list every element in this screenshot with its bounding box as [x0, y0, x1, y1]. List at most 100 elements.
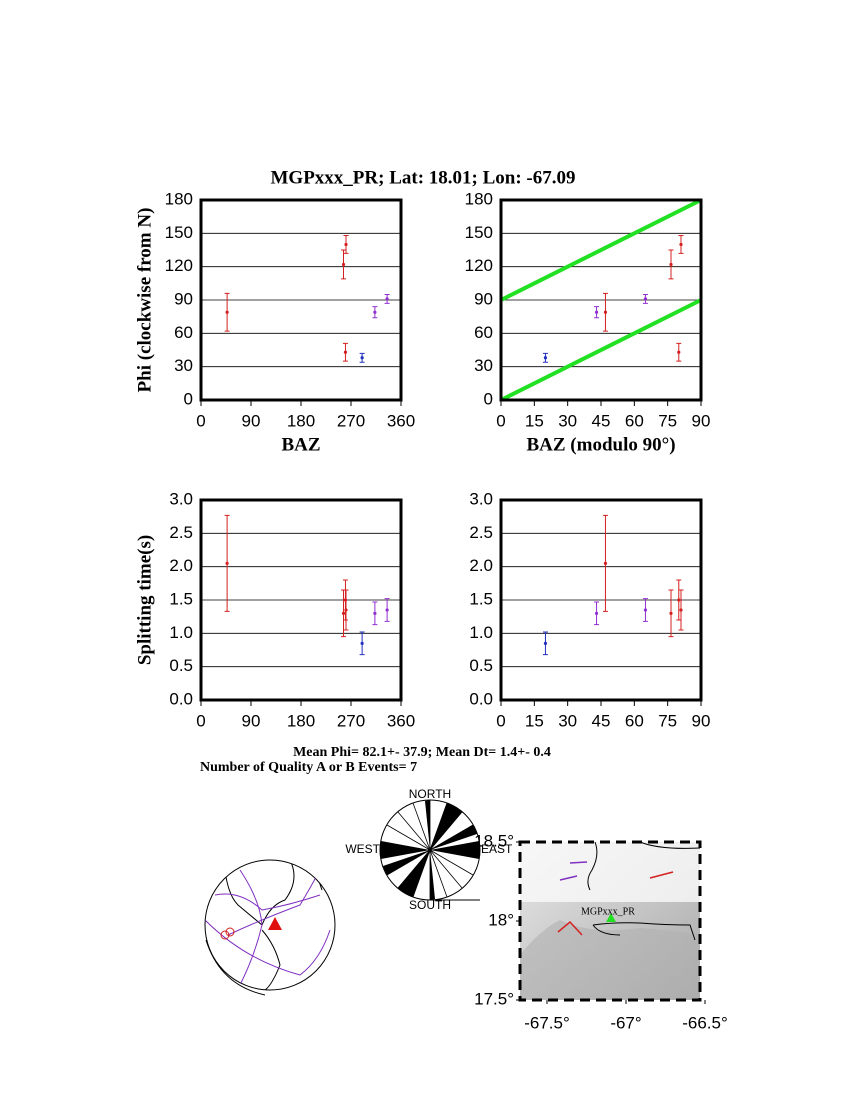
data-point	[341, 611, 346, 615]
data-point	[679, 242, 683, 247]
plot-frame	[199, 198, 403, 402]
x-tick-label: 90	[242, 711, 261, 730]
map: MGPxxx_PR	[518, 840, 702, 1002]
rose-diagram: NORTH SOUTH WEST EAST	[345, 787, 513, 912]
plot-frame	[499, 498, 703, 702]
x-tick-label: 90	[692, 711, 711, 730]
x-tick-label: 75	[658, 411, 677, 430]
station-label: MGPxxx_PR	[581, 906, 635, 917]
globe	[204, 859, 336, 996]
y-tick-label: 150	[465, 223, 493, 242]
y-tick-label: 2.5	[469, 523, 493, 542]
x-tick-label: 0	[196, 411, 205, 430]
rose-label: SOUTH	[409, 898, 451, 912]
rose-label: NORTH	[409, 787, 451, 801]
y-tick-label: 180	[165, 189, 193, 208]
y-tick-label: 1.0	[469, 623, 493, 642]
data-point	[669, 611, 673, 615]
x-tick-label: 270	[337, 411, 365, 430]
reference-line	[500, 198, 702, 302]
y-tick-label: 0	[484, 389, 493, 408]
data-point	[677, 350, 681, 354]
data-point	[669, 262, 673, 267]
x-tick-label: 15	[525, 711, 544, 730]
x-tick-label: 360	[387, 411, 415, 430]
y-tick-label: 30	[474, 356, 493, 375]
x-tick-label: 45	[592, 711, 611, 730]
data-point	[360, 356, 364, 360]
plot-frame	[499, 198, 703, 402]
data-point	[343, 598, 348, 602]
rose-label: EAST	[481, 842, 513, 856]
data-point	[341, 262, 346, 267]
y-tick-label: 3.0	[469, 489, 493, 508]
data-point	[603, 310, 608, 314]
data-point	[360, 641, 364, 645]
y-tick-label: 180	[465, 189, 493, 208]
summary-line: Number of Quality A or B Events= 7	[200, 760, 417, 775]
x-tick-label: 60	[625, 411, 644, 430]
y-tick-label: 120	[465, 256, 493, 275]
y-axis-label: Splitting time(s)	[134, 535, 155, 665]
y-tick-label: 60	[474, 323, 493, 342]
data-point	[643, 297, 648, 301]
data-point	[344, 608, 348, 612]
map-tick-label: -67.5°	[524, 1013, 570, 1032]
y-tick-label: 0.5	[469, 656, 493, 675]
summary-line: Mean Phi= 82.1+- 37.9; Mean Dt= 1.4+- 0.…	[293, 745, 551, 760]
y-tick-label: 2.5	[169, 523, 193, 542]
x-tick-label: 90	[242, 411, 261, 430]
data-point	[373, 611, 377, 615]
x-tick-label: 360	[387, 711, 415, 730]
y-tick-label: 0.0	[469, 689, 493, 708]
figure-title: MGPxxx_PR; Lat: 18.01; Lon: -67.09	[270, 167, 575, 188]
x-tick-label: 0	[496, 711, 505, 730]
data-point	[594, 611, 599, 615]
x-tick-label: 180	[287, 711, 315, 730]
data-point	[385, 608, 389, 612]
y-tick-label: 1.5	[469, 589, 493, 608]
rose-label: WEST	[345, 842, 380, 856]
data-point	[343, 350, 348, 354]
y-tick-label: 2.0	[169, 556, 193, 575]
map-tick-label: 17.5°	[474, 989, 514, 1008]
x-axis-label: BAZ	[281, 434, 320, 455]
x-tick-label: 270	[337, 711, 365, 730]
x-tick-label: 180	[287, 411, 315, 430]
x-tick-label: 45	[592, 411, 611, 430]
data-point	[603, 561, 608, 565]
y-tick-label: 90	[474, 289, 493, 308]
y-tick-label: 0.5	[169, 656, 193, 675]
data-point	[385, 297, 389, 301]
map-tick-label: -66.5°	[682, 1013, 728, 1032]
y-tick-label: 30	[174, 356, 193, 375]
y-tick-label: 1.5	[169, 589, 193, 608]
data-point	[594, 310, 599, 314]
data-point	[679, 608, 683, 612]
x-tick-label: 60	[625, 711, 644, 730]
x-tick-label: 90	[692, 411, 711, 430]
data-point	[643, 608, 648, 612]
y-tick-label: 1.0	[169, 623, 193, 642]
x-tick-label: 30	[558, 411, 577, 430]
x-tick-label: 30	[558, 711, 577, 730]
data-point	[344, 242, 348, 247]
data-point	[225, 561, 229, 565]
x-tick-label: 15	[525, 411, 544, 430]
data-point	[677, 598, 681, 602]
data-point	[373, 310, 377, 314]
y-tick-label: 0.0	[169, 689, 193, 708]
y-tick-label: 0	[184, 389, 193, 408]
y-tick-label: 90	[174, 289, 193, 308]
data-point	[543, 641, 548, 645]
plot-frame	[199, 498, 403, 702]
y-tick-label: 150	[165, 223, 193, 242]
data-point	[543, 356, 548, 360]
x-axis-label: BAZ (modulo 90°)	[526, 434, 675, 455]
reference-line	[500, 298, 702, 402]
y-tick-label: 120	[165, 256, 193, 275]
map-tick-label: 18°	[488, 910, 514, 929]
x-tick-label: 0	[196, 711, 205, 730]
y-tick-label: 3.0	[169, 489, 193, 508]
